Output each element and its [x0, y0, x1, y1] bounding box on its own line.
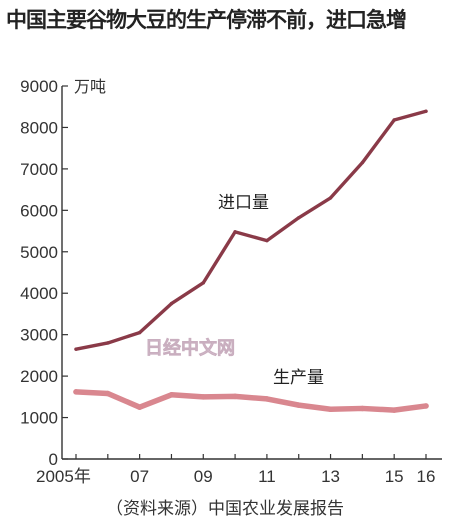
production-point [200, 394, 207, 400]
production-point [359, 405, 366, 412]
watermark-logo: 日经中文网 [145, 337, 235, 359]
series-label-production: 生产量 [273, 368, 324, 388]
y-axis-unit: 万吨 [74, 77, 106, 96]
x-tick-label: 15 [385, 467, 404, 486]
imports-point [297, 216, 301, 220]
y-tick-label: 7000 [20, 160, 58, 179]
axes [61, 86, 442, 460]
production-point [73, 389, 79, 395]
imports-point [360, 160, 365, 165]
x-tick-label: 16 [417, 467, 436, 486]
production-point [423, 403, 429, 409]
production-point [295, 402, 302, 408]
y-tick-labels: 0 1000 2000 3000 4000 5000 6000 7000 8000 9000 [20, 77, 68, 469]
y-tick-label: 8000 [20, 118, 58, 137]
y-tick-label: 5000 [20, 243, 58, 262]
series-line-imports [74, 109, 428, 351]
imports-point [74, 347, 78, 351]
x-tick-label: 13 [321, 467, 340, 486]
production-point [136, 404, 143, 410]
production-point [105, 390, 111, 397]
imports-point [106, 341, 110, 345]
chart-title: 中国主要谷物大豆的生产停滞不前，进口急增 [6, 8, 407, 32]
series-label-imports: 进口量 [218, 193, 269, 213]
production-point [391, 407, 397, 413]
x-tick-labels: 2005年 07 09 11 13 15 16 [36, 454, 435, 486]
y-tick-label: 4000 [20, 284, 58, 303]
y-tick-label: 1000 [20, 409, 58, 428]
production-point [264, 396, 270, 402]
y-tick-label: 3000 [20, 326, 58, 345]
series-lines [73, 109, 429, 413]
y-tick-label: 0 [49, 450, 58, 469]
y-tick-label: 2000 [20, 367, 58, 386]
imports-point [233, 230, 237, 234]
imports-point [169, 301, 174, 306]
imports-point [328, 196, 333, 200]
y-tick-label: 6000 [20, 201, 58, 220]
imports-point [392, 118, 396, 122]
imports-point [201, 281, 205, 285]
source-note: （资料来源）中国农业发展报告 [106, 499, 344, 519]
imports-point [424, 109, 428, 113]
x-tick-label: 2005年 [36, 467, 91, 486]
production-point [168, 392, 175, 398]
y-tick-label: 9000 [20, 77, 58, 96]
series-line-production [73, 389, 429, 413]
x-tick-label: 07 [130, 467, 149, 486]
x-tick-label: 11 [258, 467, 276, 486]
imports-point [265, 238, 269, 243]
imports-point [137, 330, 142, 335]
production-point [327, 406, 334, 413]
production-point [232, 393, 238, 400]
x-tick-label: 09 [194, 467, 213, 486]
